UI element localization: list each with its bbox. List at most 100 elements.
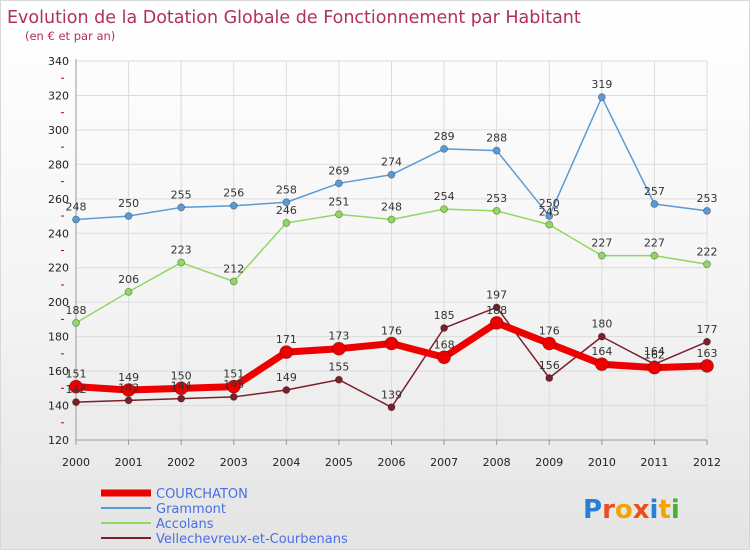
logo-letter: t <box>658 495 670 525</box>
x-tick-label: 2001 <box>115 456 143 469</box>
data-point-courchaton <box>69 379 83 394</box>
data-point-accolans <box>177 258 186 267</box>
data-label-grammont: 250 <box>539 197 560 210</box>
data-label-vellechevreux-et-courbenans: 155 <box>328 361 349 374</box>
data-point-accolans <box>650 251 659 260</box>
y-tick-label: 320 <box>48 89 69 102</box>
data-label-vellechevreux-et-courbenans: 143 <box>118 381 139 394</box>
data-point-vellechevreux-et-courbenans <box>387 403 396 412</box>
data-point-accolans <box>597 251 606 260</box>
data-label-vellechevreux-et-courbenans: 145 <box>223 378 244 391</box>
data-label-accolans: 223 <box>171 244 192 257</box>
chart-title: Evolution de la Dotation Globale de Fonc… <box>7 8 581 28</box>
data-label-grammont: 258 <box>276 183 297 196</box>
data-label-accolans: 248 <box>381 200 402 213</box>
data-label-courchaton: 150 <box>171 369 192 382</box>
legend: COURCHATONGrammontAccolansVellechevreux-… <box>101 487 348 547</box>
data-label-accolans: 251 <box>328 195 349 208</box>
data-label-courchaton: 171 <box>276 333 297 346</box>
data-label-accolans: 188 <box>66 304 87 317</box>
data-point-grammont <box>440 144 448 153</box>
axes: 120 140 160 180 200 220 240 260 280 300 320 340 2000… <box>48 55 721 469</box>
data-point-accolans <box>229 277 238 286</box>
data-point-grammont <box>177 203 186 212</box>
data-label-courchaton: 164 <box>591 345 612 358</box>
data-label-vellechevreux-et-courbenans: 156 <box>539 359 560 372</box>
y-tick-label: 160 <box>48 365 69 378</box>
x-tick-label: 2004 <box>272 456 300 469</box>
data-point-grammont <box>597 93 606 102</box>
data-label-grammont: 269 <box>328 164 349 177</box>
y-tick-label: 260 <box>48 193 69 206</box>
data-point-grammont <box>335 179 343 188</box>
x-tick-label: 2007 <box>430 456 458 469</box>
data-label-courchaton: 176 <box>539 325 560 338</box>
y-tick-label: 200 <box>48 296 69 309</box>
data-label-vellechevreux-et-courbenans: 149 <box>276 371 297 384</box>
x-tick-label: 2003 <box>220 456 248 469</box>
data-label-vellechevreux-et-courbenans: 142 <box>66 383 87 396</box>
data-point-courchaton <box>121 383 136 397</box>
data-label-grammont: 257 <box>644 185 665 198</box>
data-label-vellechevreux-et-courbenans: 139 <box>381 388 402 401</box>
data-point-accolans <box>440 205 448 214</box>
y-tick-label: 240 <box>48 227 69 240</box>
logo-letter: x <box>633 495 650 525</box>
data-label-grammont: 256 <box>223 187 244 200</box>
data-label-accolans: 246 <box>276 204 297 217</box>
logo-letter: i <box>650 495 659 525</box>
data-point-grammont <box>492 146 501 155</box>
data-label-vellechevreux-et-courbenans: 197 <box>486 288 507 301</box>
data-point-accolans <box>124 287 133 296</box>
data-point-vellechevreux-et-courbenans <box>282 386 291 394</box>
x-tick-label: 2002 <box>167 456 195 469</box>
x-tick-label: 2008 <box>483 456 511 469</box>
x-tick-label: 2009 <box>535 456 563 469</box>
data-label-accolans: 206 <box>118 273 139 286</box>
legend-label-grammont: Grammont <box>156 502 226 517</box>
data-point-courchaton <box>700 359 714 373</box>
data-label-vellechevreux-et-courbenans: 144 <box>171 380 192 393</box>
data-point-grammont <box>650 200 659 208</box>
data-point-courchaton <box>279 345 294 360</box>
data-point-grammont <box>545 212 554 220</box>
data-label-vellechevreux-et-courbenans: 164 <box>644 345 665 358</box>
data-point-vellechevreux-et-courbenans <box>335 375 343 384</box>
x-tick-label: 2012 <box>693 456 721 469</box>
legend-label-courchaton: COURCHATON <box>156 487 248 502</box>
data-point-vellechevreux-et-courbenans <box>545 374 554 382</box>
data-point-courchaton <box>594 357 609 372</box>
x-tick-label: 2005 <box>325 456 353 469</box>
proxiti-logo: Proxiti <box>583 495 680 525</box>
data-label-grammont: 319 <box>591 78 612 91</box>
chart-subtitle: (en € et par an) <box>25 29 115 43</box>
data-point-accolans <box>545 220 554 229</box>
data-label-accolans: 245 <box>539 206 560 219</box>
data-point-vellechevreux-et-courbenans <box>597 332 606 341</box>
data-label-courchaton: 173 <box>328 330 349 343</box>
x-tick-label: 2010 <box>588 456 616 469</box>
legend-label-accolans: Accolans <box>156 517 214 532</box>
data-label-grammont: 250 <box>118 197 139 210</box>
data-labels: 142 143 144 145 149 155 139 185 197 156 180 164 177 1… <box>66 78 718 401</box>
x-tick-label: 2000 <box>62 456 90 469</box>
data-point-accolans <box>72 318 80 327</box>
data-label-courchaton: 188 <box>486 304 507 317</box>
data-label-grammont: 248 <box>66 200 87 213</box>
y-tick-label: 120 <box>48 434 69 447</box>
x-tick-label: 2011 <box>640 456 668 469</box>
data-point-vellechevreux-et-courbenans <box>229 393 238 401</box>
data-label-grammont: 289 <box>434 130 455 143</box>
y-tick-label: 300 <box>48 124 69 137</box>
logo-letter: o <box>615 495 633 525</box>
data-label-accolans: 253 <box>486 192 507 205</box>
data-label-accolans: 227 <box>591 237 612 250</box>
data-label-accolans: 227 <box>644 237 665 250</box>
data-point-grammont <box>124 212 133 220</box>
y-tick-label: 280 <box>48 158 69 171</box>
logo-letter: r <box>602 495 615 525</box>
data-point-grammont <box>72 215 80 224</box>
data-point-courchaton <box>332 341 346 356</box>
